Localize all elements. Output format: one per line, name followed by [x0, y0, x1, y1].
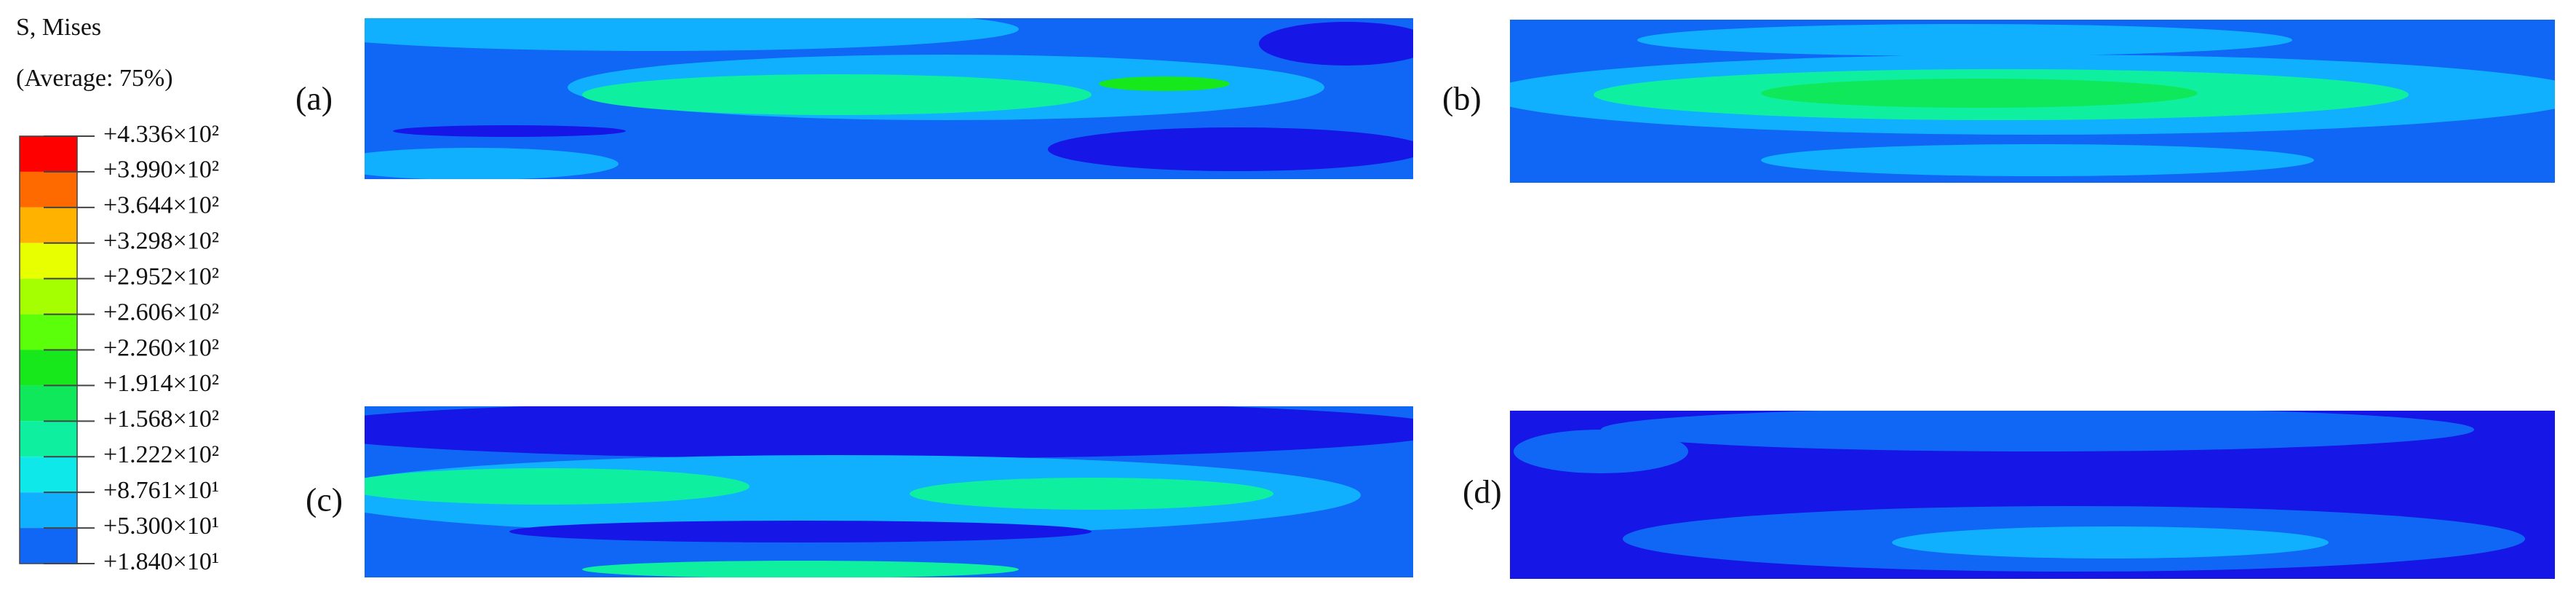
legend-band [20, 278, 77, 315]
legend-band [20, 136, 77, 172]
legend-label: +1.568×10² [103, 406, 219, 433]
legend-label: +3.644×10² [103, 192, 219, 219]
legend: +4.336×10² +3.990×10² +3.644×10² +3.298×10²… [19, 121, 219, 575]
legend-band [20, 421, 77, 457]
legend-label: +2.606×10² [103, 299, 219, 325]
legend-band [20, 385, 77, 422]
panel-label: (b) [1442, 80, 1482, 117]
contour-d [1510, 411, 2555, 579]
contour-a [365, 18, 1413, 179]
panel-label: (c) [306, 481, 343, 518]
panel-label: (d) [1463, 473, 1502, 510]
legend-band [20, 457, 77, 493]
legend-label: +1.840×10¹ [103, 548, 219, 575]
legend-label: +3.990×10² [103, 157, 219, 183]
legend-band [20, 207, 77, 243]
legend-band [20, 528, 77, 564]
panel-label: (a) [295, 80, 333, 117]
contour-b [1510, 20, 2555, 183]
legend-label: +2.952×10² [103, 263, 219, 290]
legend-label: +5.300×10¹ [103, 513, 219, 540]
legend-label: +8.761×10¹ [103, 477, 219, 504]
legend-title: S, Mises [16, 14, 101, 41]
legend-band [20, 492, 77, 529]
legend-label: +2.260×10² [103, 334, 219, 361]
legend-band [20, 171, 77, 208]
legend-band [20, 242, 77, 279]
legend-subtitle: (Average: 75%) [16, 65, 173, 92]
contour-c [365, 406, 1413, 577]
legend-label: +3.298×10² [103, 228, 219, 255]
legend-band [20, 350, 77, 386]
legend-label: +1.914×10² [103, 370, 219, 397]
legend-label: +1.222×10² [103, 441, 219, 468]
legend-label: +4.336×10² [103, 121, 219, 148]
legend-band [20, 314, 77, 350]
